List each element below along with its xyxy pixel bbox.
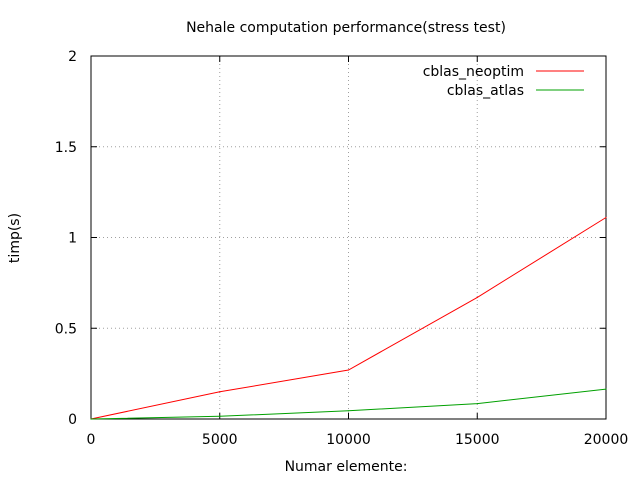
y-tick-label: 0.5	[55, 321, 77, 337]
data-point	[476, 402, 478, 405]
legend: cblas_neoptim cblas_atlas	[423, 64, 584, 99]
chart-title: Nehale computation performance(stress te…	[186, 20, 506, 36]
grid	[91, 56, 606, 419]
x-tick-label: 10000	[326, 432, 371, 448]
data-point	[347, 410, 350, 412]
y-tick-label: 1	[68, 231, 77, 247]
ticks: 0 5000 10000 15000 20000 0 0.5 1 1.5 2	[55, 49, 629, 448]
legend-label: cblas_neoptim	[423, 64, 524, 80]
data-point	[476, 296, 478, 298]
y-axis-label: timp(s)	[7, 213, 23, 263]
data-point	[347, 369, 350, 371]
data-point	[219, 415, 221, 417]
data-point	[605, 216, 607, 219]
legend-label: cblas_atlas	[447, 83, 524, 99]
x-tick-label: 15000	[455, 432, 500, 448]
data-point	[219, 391, 221, 393]
data-point	[90, 418, 92, 420]
data-point	[605, 388, 607, 390]
series-group	[90, 216, 607, 420]
x-axis-label: Numar elemente:	[285, 459, 408, 475]
y-tick-label: 0	[68, 412, 77, 428]
x-tick-label: 5000	[202, 432, 238, 448]
x-tick-label: 0	[87, 432, 96, 448]
y-tick-label: 1.5	[55, 140, 77, 156]
y-tick-label: 2	[68, 49, 77, 65]
x-tick-label: 20000	[584, 432, 629, 448]
